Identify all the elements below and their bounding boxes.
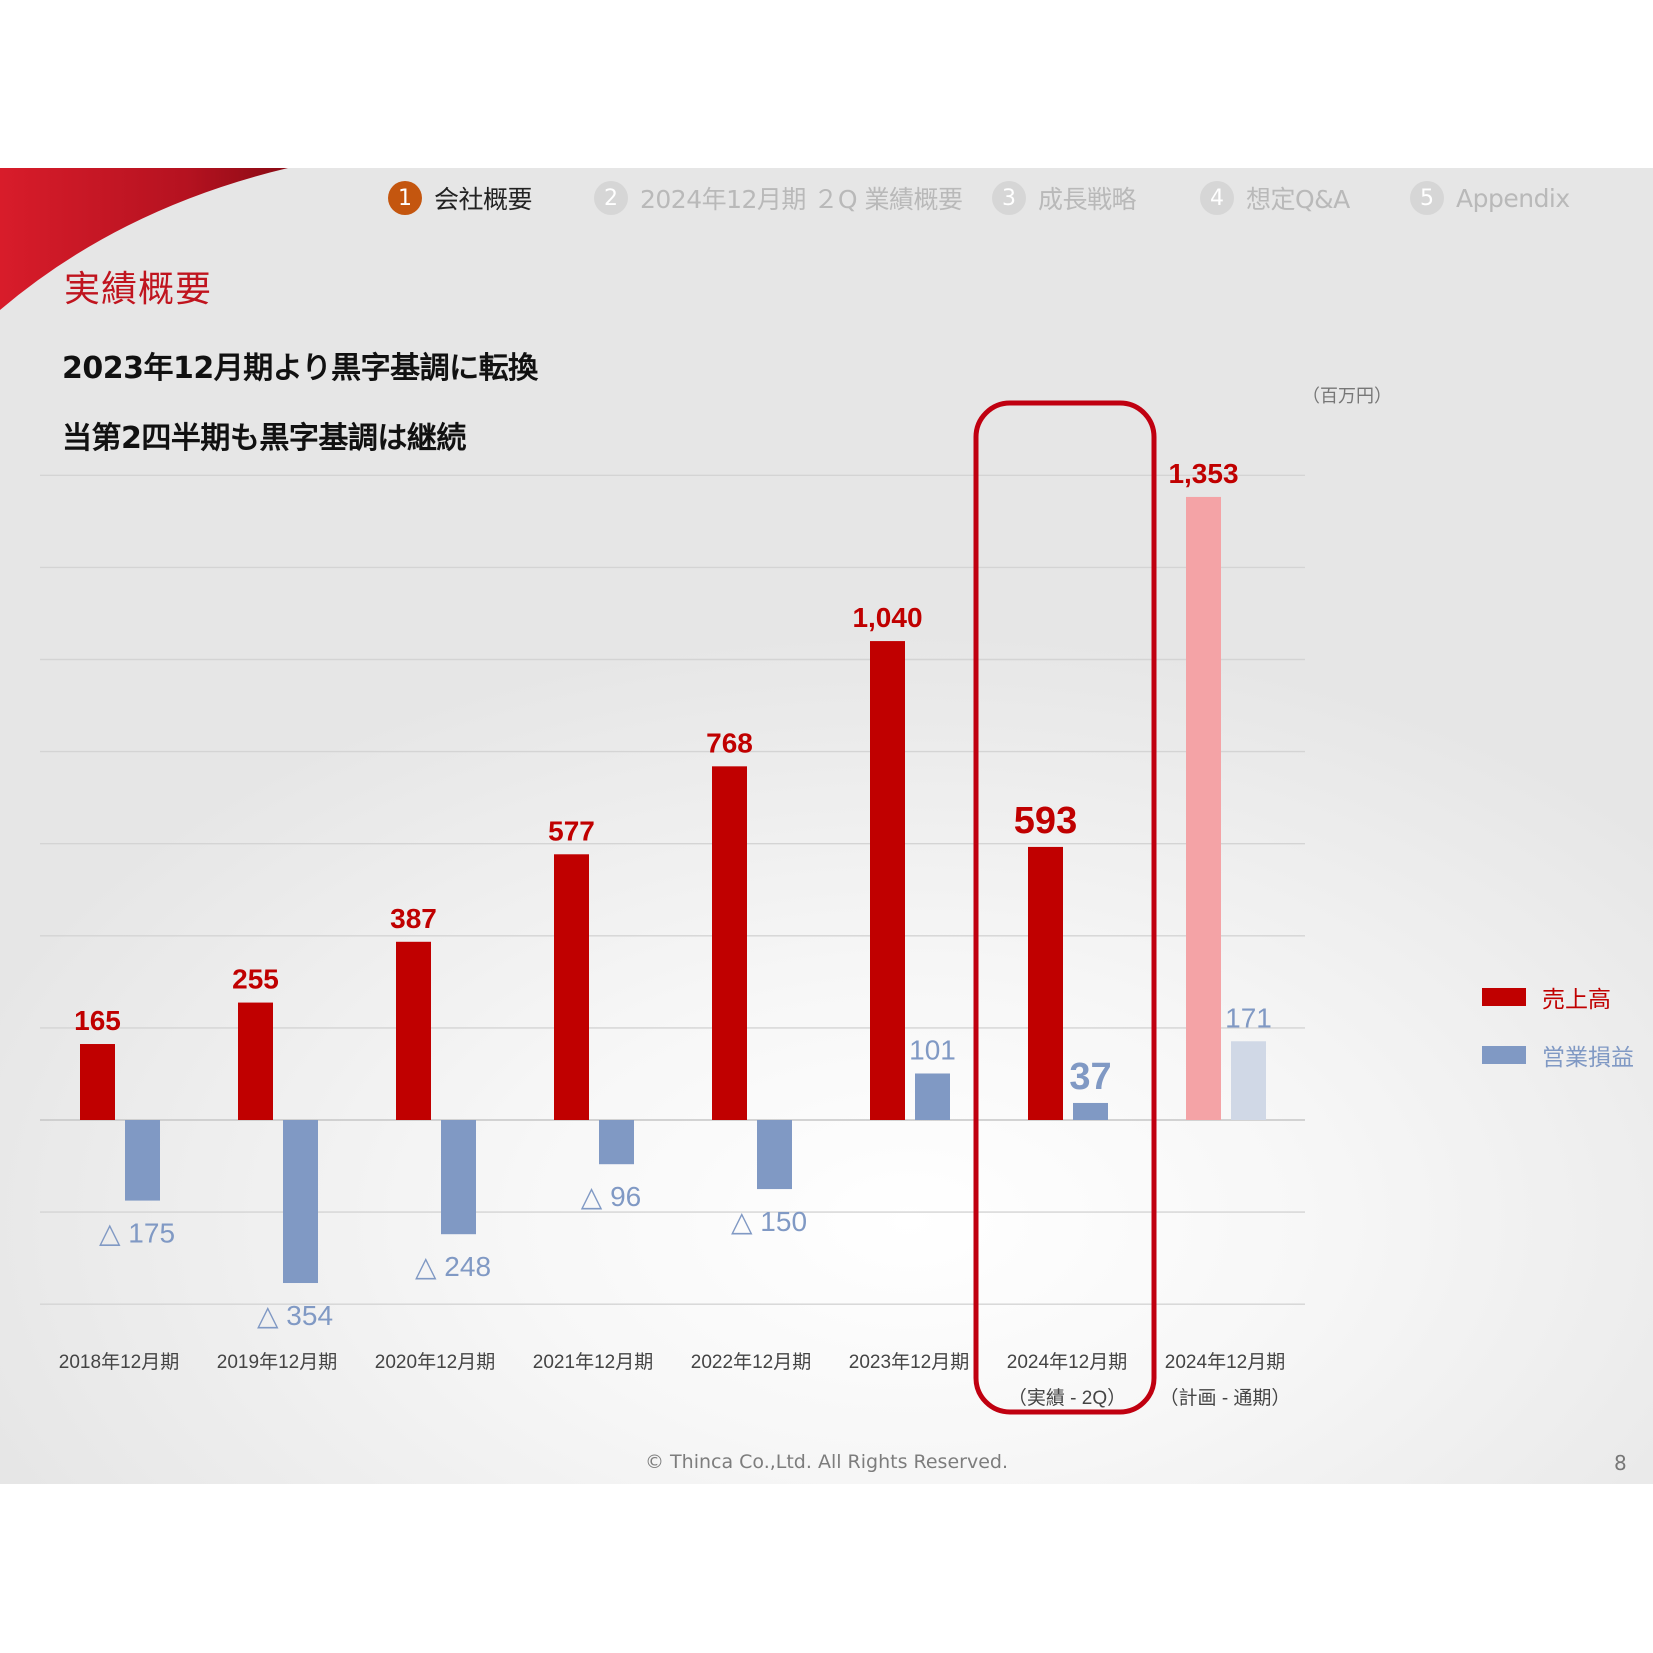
section-nav: 1 会社概要 2 2024年12月期 ２Q 業績概要 3 成長戦略 4 想定Q&A 5 Appen… bbox=[0, 168, 1653, 228]
category-label: 2022年12月期 bbox=[691, 1351, 811, 1373]
revenue-value-label: 1,353 bbox=[1168, 458, 1238, 489]
revenue-bar bbox=[870, 641, 905, 1120]
revenue-value-label: 165 bbox=[74, 1005, 121, 1036]
legend-label-revenue: 売上高 bbox=[1542, 987, 1611, 1013]
category-label: （実績 - 2Q） bbox=[1008, 1387, 1126, 1409]
headline-line-2: 当第2四半期も黒字基調は継続 bbox=[62, 421, 466, 456]
legend-swatch-revenue bbox=[1482, 988, 1526, 1006]
revenue-value-label: 1,040 bbox=[852, 602, 922, 633]
operating-income-value-label: 101 bbox=[909, 1034, 956, 1065]
category-label: 2018年12月期 bbox=[59, 1351, 179, 1373]
section-title: 実績概要 bbox=[64, 269, 213, 310]
nav-item-label: 会社概要 bbox=[434, 185, 533, 214]
category-label: 2024年12月期 bbox=[1165, 1351, 1285, 1373]
nav-item-5[interactable]: 5 Appendix bbox=[1410, 180, 1570, 216]
nav-item-1[interactable]: 1 会社概要 bbox=[388, 180, 533, 216]
operating-income-bar bbox=[1231, 1041, 1266, 1120]
revenue-bar bbox=[396, 941, 431, 1120]
category-label: 2019年12月期 bbox=[217, 1351, 337, 1373]
chart-legend: 売上高 営業損益 bbox=[1482, 968, 1634, 1084]
operating-income-value-label: 37 bbox=[1069, 1056, 1111, 1098]
corner-decoration bbox=[0, 168, 288, 310]
nav-item-number: 4 bbox=[1200, 181, 1234, 215]
operating-income-value-label: △ 354 bbox=[257, 1300, 333, 1331]
nav-item-3[interactable]: 3 成長戦略 bbox=[992, 180, 1137, 216]
category-label: 2020年12月期 bbox=[375, 1351, 495, 1373]
legend-label-operating-income: 営業損益 bbox=[1542, 1045, 1634, 1071]
highlight-frame bbox=[973, 400, 1157, 1415]
operating-income-bar bbox=[915, 1073, 950, 1120]
page-number: 8 bbox=[1614, 1451, 1627, 1475]
revenue-value-label: 593 bbox=[1014, 800, 1077, 842]
category-label: （計画 - 通期） bbox=[1160, 1387, 1291, 1409]
operating-income-bar bbox=[757, 1120, 792, 1190]
nav-item-label: 2024年12月期 ２Q 業績概要 bbox=[640, 185, 963, 214]
revenue-bar bbox=[1186, 496, 1221, 1121]
operating-income-value-label: 171 bbox=[1225, 1002, 1272, 1033]
headline-line-1: 2023年12月期より黒字基調に転換 bbox=[62, 351, 538, 386]
operating-income-bar bbox=[599, 1120, 634, 1165]
revenue-bar bbox=[712, 766, 747, 1120]
category-label: 2021年12月期 bbox=[533, 1351, 653, 1373]
operating-income-value-label: △ 96 bbox=[581, 1181, 641, 1212]
nav-item-label: 成長戦略 bbox=[1038, 185, 1137, 214]
nav-item-number: 2 bbox=[594, 181, 628, 215]
revenue-bar bbox=[1028, 846, 1063, 1120]
nav-item-number: 3 bbox=[992, 181, 1026, 215]
revenue-bar bbox=[554, 854, 589, 1120]
operating-income-value-label: △ 175 bbox=[99, 1218, 175, 1249]
legend-item-operating-income: 営業損益 bbox=[1482, 1026, 1634, 1084]
revenue-value-label: 768 bbox=[706, 727, 753, 758]
category-label: 2023年12月期 bbox=[849, 1351, 969, 1373]
revenue-operating-income-chart: 165 △ 175 2018年12月期 255 △ 354 2019年12月期 387 △ 2… bbox=[40, 400, 1305, 1415]
operating-income-bar bbox=[1073, 1102, 1108, 1120]
operating-income-value-label: △ 248 bbox=[415, 1251, 491, 1282]
operating-income-bar bbox=[125, 1120, 160, 1201]
revenue-bar bbox=[238, 1002, 273, 1120]
category-label: 2024年12月期 bbox=[1007, 1351, 1127, 1373]
operating-income-value-label: △ 150 bbox=[731, 1206, 807, 1237]
nav-item-label: 想定Q&A bbox=[1246, 185, 1350, 214]
nav-item-label: Appendix bbox=[1456, 183, 1570, 213]
slide: 1 会社概要 2 2024年12月期 ２Q 業績概要 3 成長戦略 4 想定Q&A 5 Appen… bbox=[0, 168, 1653, 1484]
operating-income-bar bbox=[441, 1120, 476, 1235]
nav-item-number: 1 bbox=[388, 181, 422, 215]
operating-income-bar bbox=[283, 1120, 318, 1284]
revenue-value-label: 577 bbox=[548, 815, 595, 846]
revenue-value-label: 387 bbox=[390, 903, 437, 934]
nav-item-4[interactable]: 4 想定Q&A bbox=[1200, 180, 1350, 216]
unit-label: （百万円） bbox=[1302, 386, 1392, 407]
legend-item-revenue: 売上高 bbox=[1482, 968, 1634, 1026]
legend-swatch-operating-income bbox=[1482, 1046, 1526, 1064]
revenue-value-label: 255 bbox=[232, 964, 279, 995]
revenue-bar bbox=[80, 1044, 115, 1120]
nav-item-number: 5 bbox=[1410, 181, 1444, 215]
footer-copyright: © Thinca Co.,Ltd. All Rights Reserved. bbox=[645, 1451, 1008, 1473]
nav-item-2[interactable]: 2 2024年12月期 ２Q 業績概要 bbox=[594, 180, 963, 216]
